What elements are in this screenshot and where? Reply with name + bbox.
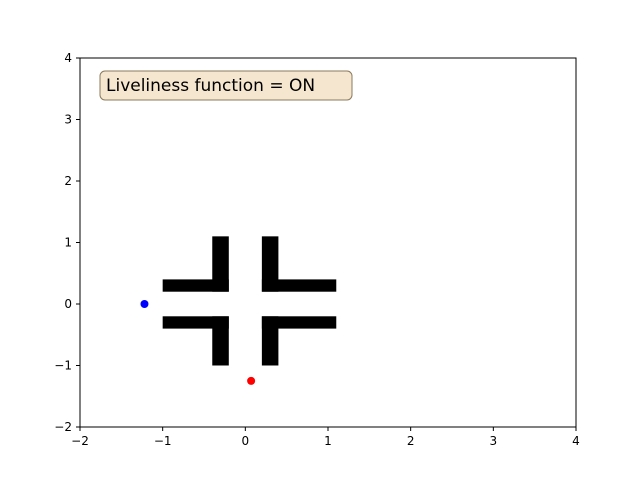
y-tick-label: 0 — [64, 297, 72, 311]
y-tick-label: −2 — [54, 420, 72, 434]
horizontal-bar-lower-right — [261, 316, 337, 329]
x-tick-label: −2 — [71, 434, 89, 448]
y-tick-label: 4 — [64, 51, 72, 65]
x-tick-label: 1 — [324, 434, 332, 448]
horizontal-bar-upper-left — [162, 279, 229, 292]
blue-agent — [140, 300, 149, 308]
x-tick-label: 3 — [490, 434, 498, 448]
x-tick-label: −1 — [154, 434, 172, 448]
x-tick-label: 0 — [242, 434, 250, 448]
vertical-bar-upper-left — [212, 236, 229, 292]
vertical-bar-upper-right — [261, 236, 279, 292]
status-annotation: Liveliness function = ON — [99, 70, 353, 101]
y-tick-label: 2 — [64, 174, 72, 188]
horizontal-bar-upper-right — [261, 279, 337, 292]
y-tick-label: 3 — [64, 113, 72, 127]
obstacle-group — [162, 236, 337, 366]
y-axis: −2 −1 0 1 2 3 4 — [54, 51, 80, 434]
x-axis: −2 −1 0 1 2 3 4 — [71, 427, 580, 448]
liveliness-status-text: Liveliness function = ON — [106, 76, 315, 96]
x-tick-label: 2 — [407, 434, 415, 448]
agent-points — [140, 300, 256, 385]
x-tick-label: 4 — [572, 434, 580, 448]
y-tick-label: −1 — [54, 359, 72, 373]
red-agent — [247, 376, 256, 385]
annotation-box — [99, 70, 353, 101]
y-tick-label: 1 — [64, 236, 72, 250]
horizontal-bar-lower-left — [162, 316, 229, 329]
